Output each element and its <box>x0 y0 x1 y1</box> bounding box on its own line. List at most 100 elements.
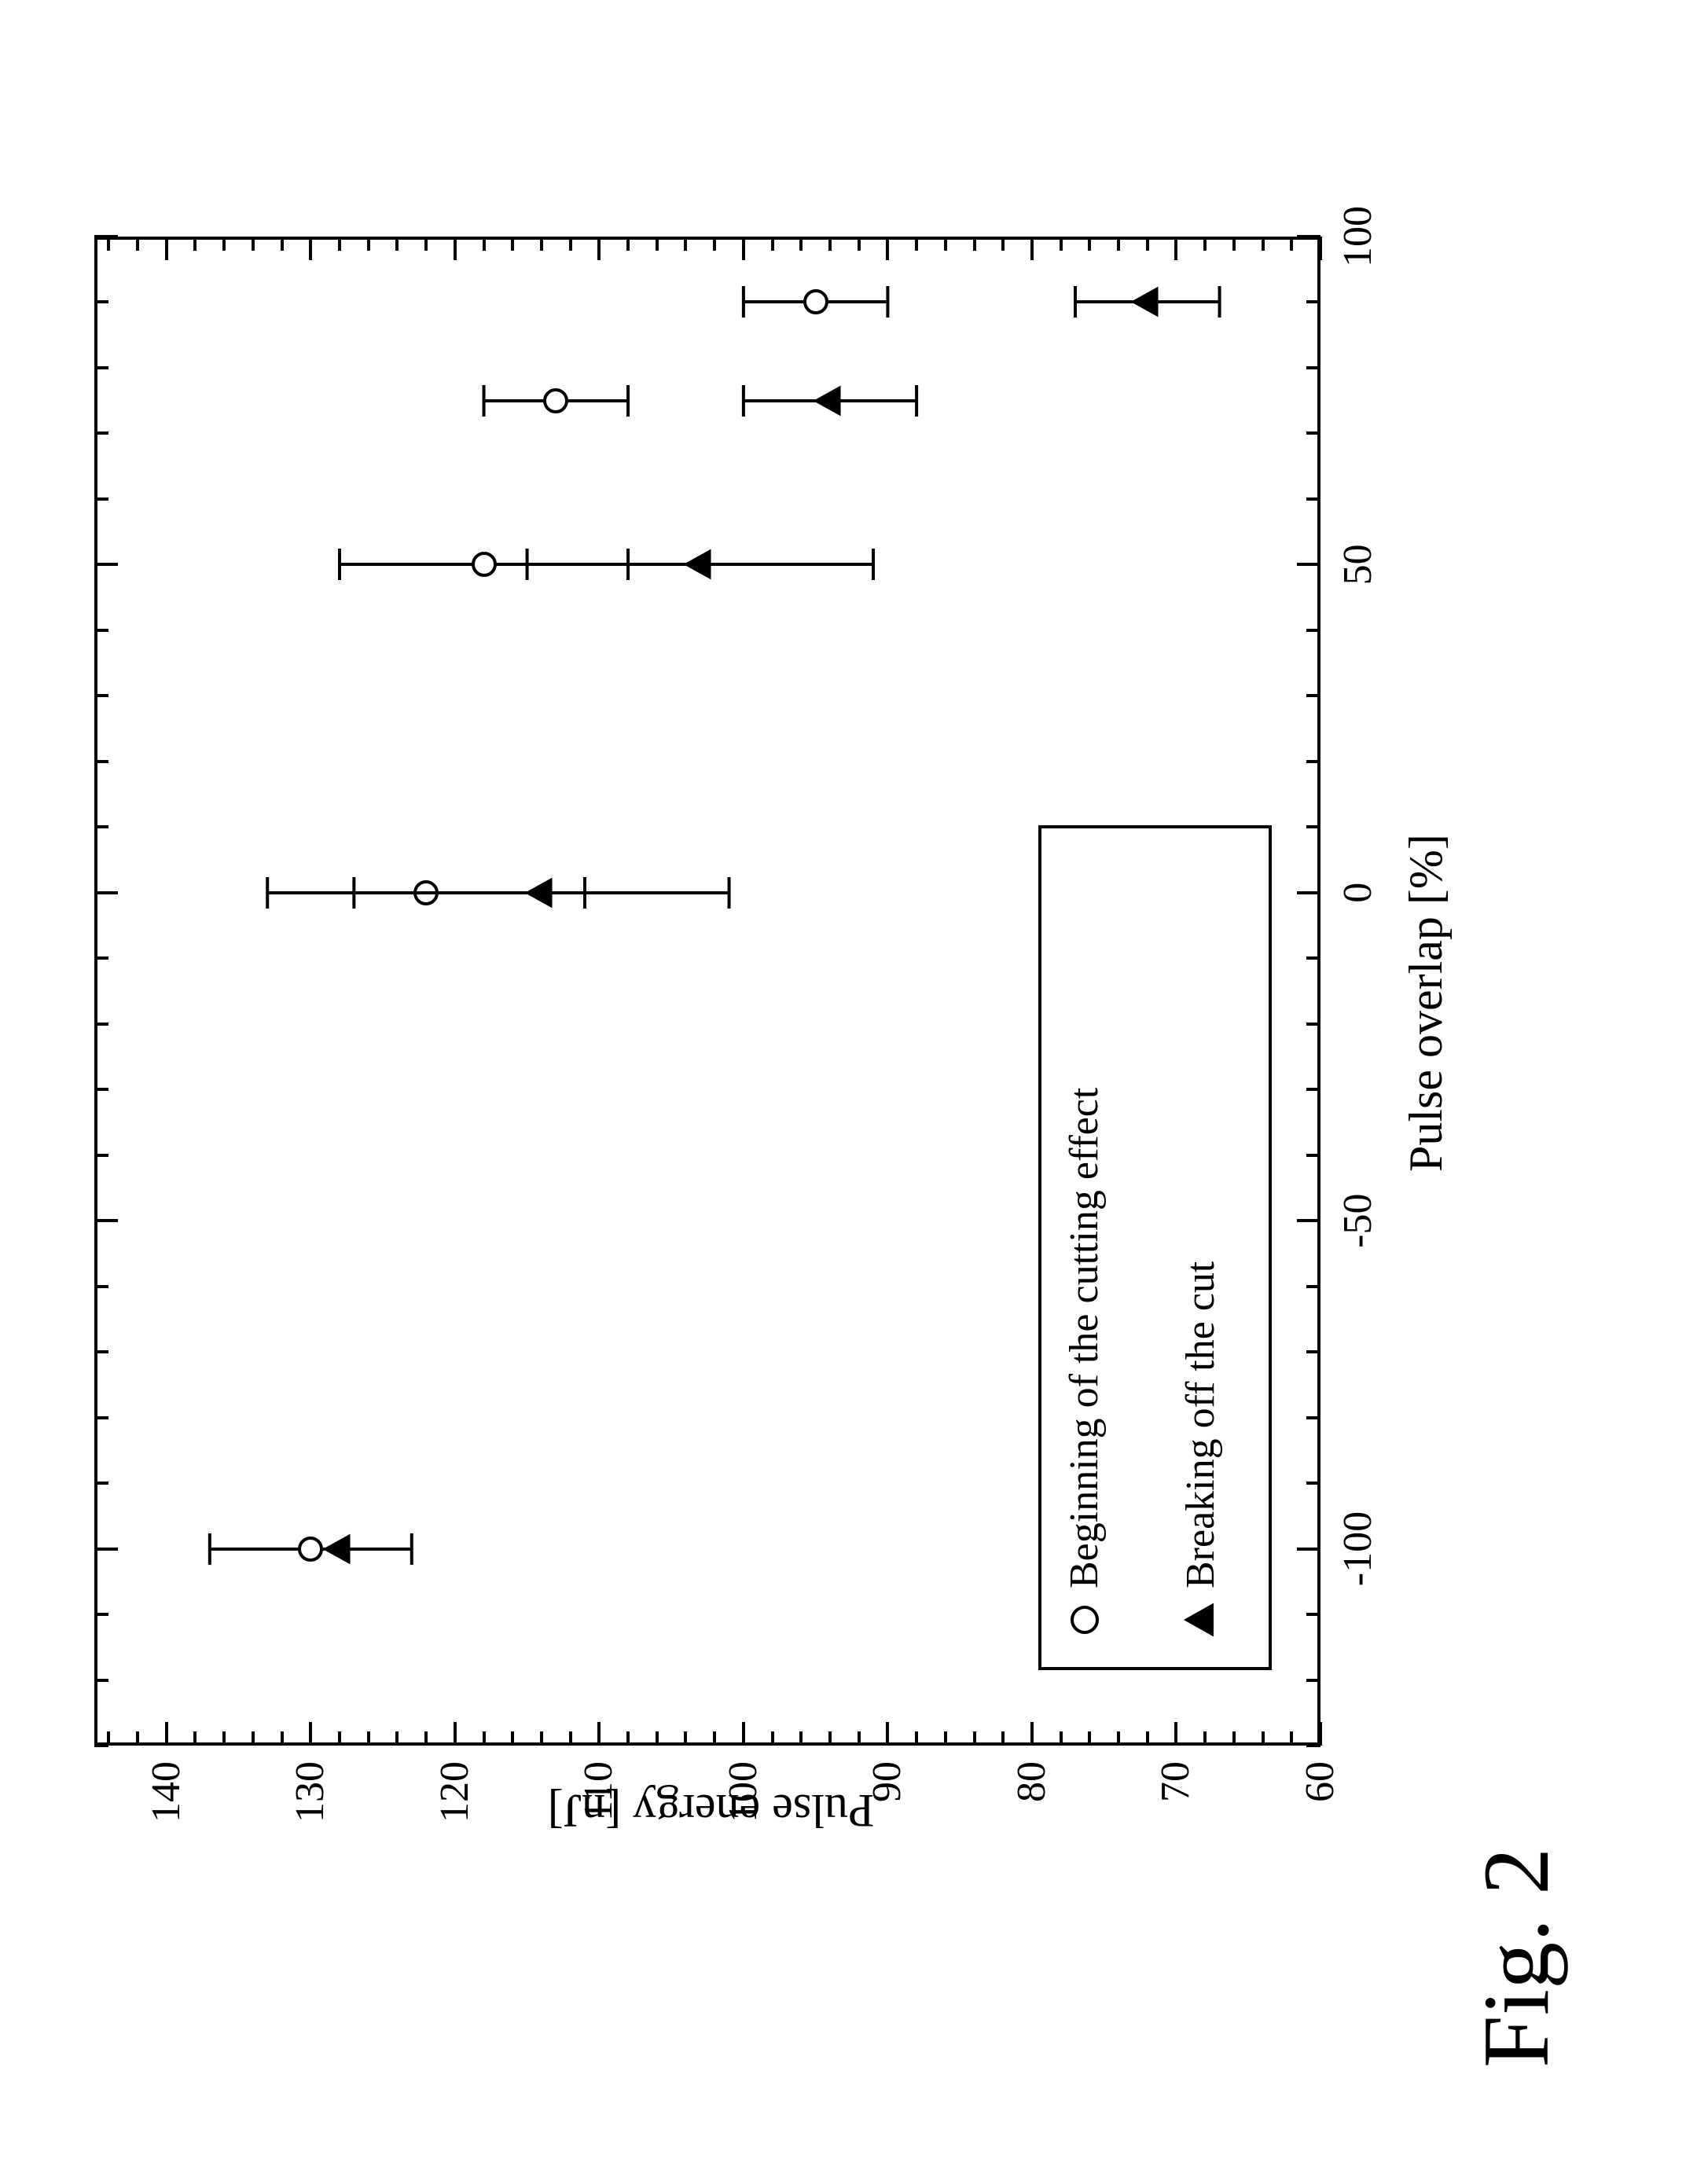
y-tick-major <box>1319 237 1322 260</box>
y-tick-minor <box>511 237 514 251</box>
y-tick-minor <box>626 1731 630 1746</box>
x-tick-minor <box>94 431 108 435</box>
legend-item: Beginning of the cutting effect <box>1061 1088 1107 1643</box>
y-tick-major <box>165 1722 168 1746</box>
x-tick-minor <box>1306 498 1320 501</box>
x-tick-minor <box>94 1350 108 1353</box>
y-tick-minor <box>107 237 110 251</box>
y-tick-minor <box>799 237 803 251</box>
error-bar <box>0 300 2 302</box>
error-bar <box>0 399 2 401</box>
y-tick-minor <box>915 1731 918 1746</box>
x-tick-minor <box>1306 956 1320 960</box>
y-tick-minor <box>540 237 543 251</box>
y-tick-minor <box>483 237 486 251</box>
x-tick-minor <box>94 366 108 369</box>
x-tick-minor <box>94 300 108 303</box>
legend: Beginning of the cutting effect Breaking … <box>1038 825 1271 1670</box>
triangle-marker-icon <box>830 399 832 401</box>
x-tick-major <box>94 891 118 894</box>
legend-item: Breaking off the cut <box>1177 1261 1224 1643</box>
y-tick-minor <box>395 237 399 251</box>
y-tick-major <box>742 237 745 260</box>
x-tick-minor <box>94 1023 108 1026</box>
y-tick-minor <box>973 237 976 251</box>
x-tick-minor <box>94 498 108 501</box>
x-tick-label: 50 <box>1335 525 1381 604</box>
y-tick-minor <box>684 1731 687 1746</box>
y-tick-major <box>1030 1722 1034 1746</box>
y-tick-minor <box>858 1731 861 1746</box>
x-tick-minor <box>94 1285 108 1288</box>
y-tick-minor <box>713 1731 716 1746</box>
x-tick-minor <box>1306 431 1320 435</box>
y-tick-minor <box>1262 1731 1265 1746</box>
y-tick-minor <box>684 237 687 251</box>
y-tick-major <box>886 237 889 260</box>
x-tick-minor <box>94 760 108 763</box>
circle-marker-icon <box>484 563 486 564</box>
y-tick-minor <box>338 1731 341 1746</box>
x-tick-minor <box>94 1088 108 1091</box>
x-tick-minor <box>1306 1350 1320 1353</box>
y-tick-minor <box>367 1731 370 1746</box>
circle-marker-icon <box>310 1548 312 1549</box>
y-tick-minor <box>1203 237 1207 251</box>
y-tick-minor <box>252 1731 255 1746</box>
x-tick-minor <box>94 629 108 632</box>
y-tick-minor <box>281 1731 284 1746</box>
x-tick-major <box>94 235 118 238</box>
y-tick-minor <box>713 237 716 251</box>
y-tick-minor <box>367 237 370 251</box>
y-tick-minor <box>136 1731 139 1746</box>
y-tick-minor <box>944 1731 947 1746</box>
y-tick-minor <box>771 237 774 251</box>
y-tick-minor <box>193 237 197 251</box>
y-tick-label: 100 <box>720 1761 766 1840</box>
y-tick-label: 70 <box>1152 1761 1199 1840</box>
y-tick-minor <box>252 237 255 251</box>
y-tick-minor <box>799 1731 803 1746</box>
y-tick-minor <box>483 1731 486 1746</box>
rotated-figure-wrapper: Fig. 2 Pulse energy [nJ] Pulse overlap [… <box>0 0 1708 2170</box>
y-tick-minor <box>1262 237 1265 251</box>
y-tick-minor <box>136 237 139 251</box>
y-tick-minor <box>424 237 428 251</box>
y-tick-major <box>1174 237 1177 260</box>
x-tick-major <box>1297 1548 1320 1551</box>
error-bar <box>0 563 2 564</box>
y-tick-minor <box>281 237 284 251</box>
y-tick-minor <box>828 237 832 251</box>
x-tick-label: 0 <box>1335 854 1381 932</box>
y-tick-major <box>454 237 457 260</box>
y-tick-label: 110 <box>575 1761 622 1840</box>
y-tick-minor <box>1001 1731 1005 1746</box>
error-bar <box>0 891 2 893</box>
x-tick-minor <box>94 1154 108 1157</box>
x-tick-minor <box>1306 694 1320 697</box>
x-tick-label: -50 <box>1335 1181 1381 1260</box>
x-tick-minor <box>1306 629 1320 632</box>
x-tick-major <box>1297 563 1320 566</box>
y-tick-label: 80 <box>1008 1761 1055 1840</box>
error-bar <box>0 1548 2 1549</box>
y-tick-major <box>165 237 168 260</box>
figure-label: Fig. 2 <box>1462 1848 1570 2068</box>
x-tick-minor <box>1306 760 1320 763</box>
x-tick-minor <box>1306 366 1320 369</box>
x-tick-minor <box>1306 1285 1320 1288</box>
circle-marker-icon <box>816 300 817 302</box>
y-tick-minor <box>1117 237 1120 251</box>
y-tick-minor <box>1088 1731 1091 1746</box>
legend-label: Beginning of the cutting effect <box>1061 1088 1107 1588</box>
x-tick-major <box>1297 891 1320 894</box>
x-tick-minor <box>1306 825 1320 828</box>
x-tick-label: -100 <box>1335 1510 1381 1588</box>
y-tick-label: 90 <box>864 1761 910 1840</box>
y-tick-label: 130 <box>287 1761 333 1840</box>
y-tick-major <box>886 1722 889 1746</box>
x-tick-minor <box>1306 1613 1320 1616</box>
x-tick-minor <box>1306 1154 1320 1157</box>
y-tick-major <box>597 237 601 260</box>
x-tick-minor <box>1306 1679 1320 1682</box>
